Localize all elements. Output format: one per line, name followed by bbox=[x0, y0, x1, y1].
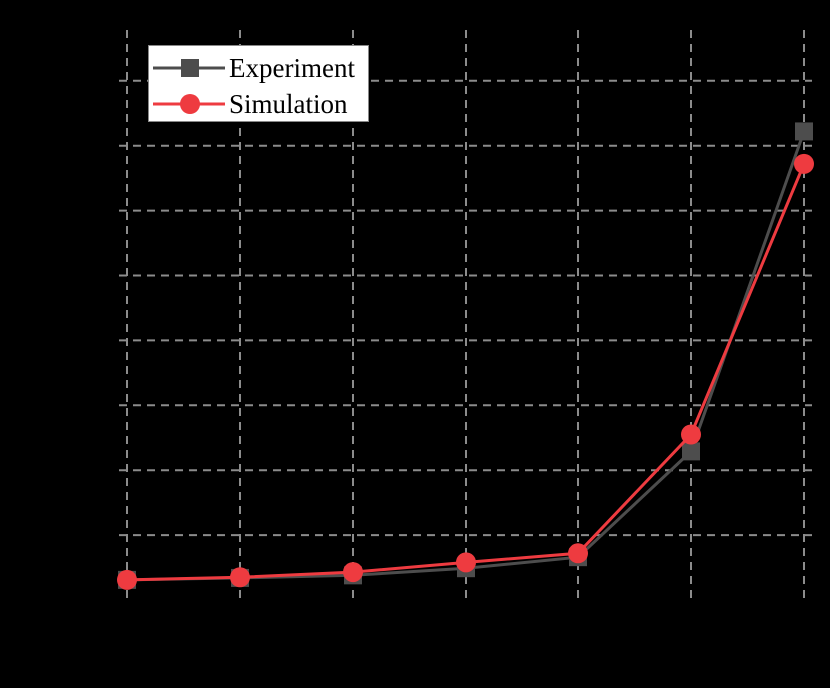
circle-data-point bbox=[230, 567, 250, 588]
legend-item-experiment: Experiment bbox=[149, 50, 368, 86]
legend-item-simulation: Simulation bbox=[149, 86, 368, 122]
circle-data-point bbox=[117, 569, 137, 590]
circle-data-point bbox=[681, 424, 701, 445]
circle-data-point bbox=[568, 543, 588, 564]
circle-data-point bbox=[456, 552, 476, 573]
square-marker-icon bbox=[153, 59, 225, 77]
circle-marker-icon bbox=[153, 94, 225, 114]
legend-label: Experiment bbox=[229, 53, 355, 83]
legend-label: Simulation bbox=[229, 89, 348, 119]
legend: Experiment Simulation bbox=[148, 45, 369, 122]
square-data-point bbox=[795, 122, 813, 141]
square-data-point bbox=[682, 442, 700, 461]
circle-data-point bbox=[343, 562, 363, 583]
circle-data-point bbox=[794, 153, 814, 174]
grid-lines bbox=[119, 30, 812, 600]
data-series bbox=[117, 122, 814, 590]
